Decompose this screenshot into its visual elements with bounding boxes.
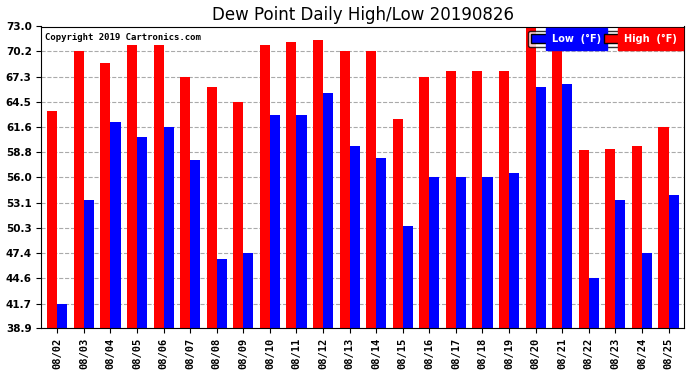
Bar [207, 87, 217, 328]
Bar [446, 71, 456, 328]
Bar [47, 111, 57, 328]
Bar [456, 177, 466, 328]
Bar [190, 160, 200, 328]
Bar [127, 45, 137, 328]
Bar [180, 77, 190, 328]
Bar [110, 122, 121, 328]
Bar [403, 226, 413, 328]
Bar [339, 51, 350, 328]
Text: Copyright 2019 Cartronics.com: Copyright 2019 Cartronics.com [45, 33, 201, 42]
Bar [350, 146, 359, 328]
Bar [509, 172, 519, 328]
Bar [579, 150, 589, 328]
Bar [270, 115, 280, 328]
Bar [57, 304, 68, 328]
Bar [429, 177, 440, 328]
Bar [499, 71, 509, 328]
Bar [164, 128, 174, 328]
Bar [233, 102, 244, 328]
Bar [297, 115, 306, 328]
Bar [313, 40, 323, 328]
Bar [323, 93, 333, 328]
Bar [420, 77, 429, 328]
Bar [286, 42, 297, 328]
Legend: Low  (°F), High  (°F): Low (°F), High (°F) [529, 31, 680, 46]
Bar [393, 118, 403, 328]
Bar [562, 84, 572, 328]
Title: Dew Point Daily High/Low 20190826: Dew Point Daily High/Low 20190826 [212, 6, 514, 24]
Bar [74, 51, 84, 328]
Bar [526, 23, 535, 328]
Bar [84, 200, 94, 328]
Bar [473, 71, 482, 328]
Bar [669, 195, 678, 328]
Bar [642, 253, 652, 328]
Bar [535, 87, 546, 328]
Bar [244, 253, 253, 328]
Bar [217, 258, 227, 328]
Bar [632, 146, 642, 328]
Bar [605, 149, 615, 328]
Bar [366, 51, 376, 328]
Bar [260, 45, 270, 328]
Bar [552, 34, 562, 328]
Bar [482, 177, 493, 328]
Bar [589, 278, 599, 328]
Bar [615, 200, 625, 328]
Bar [100, 63, 110, 328]
Bar [154, 45, 164, 328]
Bar [376, 158, 386, 328]
Bar [658, 128, 669, 328]
Bar [137, 137, 147, 328]
